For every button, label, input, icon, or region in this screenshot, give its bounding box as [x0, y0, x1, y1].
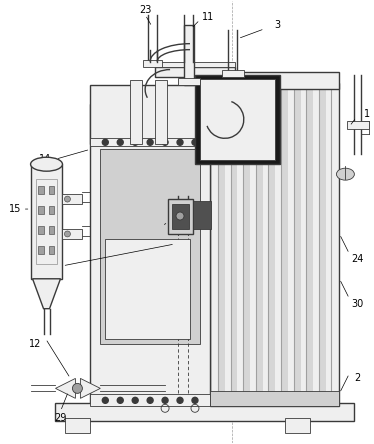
Bar: [105, 239, 190, 339]
Bar: [269, 90, 275, 401]
Circle shape: [132, 397, 138, 403]
Bar: [281, 90, 288, 401]
Bar: [155, 67, 235, 76]
Bar: [172, 204, 189, 229]
Bar: [193, 201, 211, 229]
Text: 24: 24: [351, 254, 364, 264]
Bar: [37, 226, 43, 234]
Bar: [143, 59, 162, 67]
Circle shape: [102, 139, 108, 145]
Bar: [210, 391, 340, 406]
Polygon shape: [80, 378, 100, 398]
Bar: [230, 90, 237, 401]
Text: 30: 30: [351, 299, 364, 309]
Bar: [37, 206, 43, 214]
Bar: [155, 79, 167, 144]
Text: 12: 12: [30, 338, 42, 349]
Circle shape: [64, 231, 70, 237]
Text: 29: 29: [54, 413, 67, 423]
Bar: [218, 90, 225, 401]
Bar: [243, 90, 250, 401]
Bar: [37, 246, 43, 254]
Bar: [195, 75, 280, 164]
Text: 5: 5: [155, 221, 161, 231]
Bar: [285, 418, 310, 433]
Bar: [178, 78, 200, 84]
Bar: [210, 83, 340, 406]
Text: 23: 23: [139, 5, 151, 15]
Bar: [210, 71, 340, 90]
Text: 11: 11: [202, 12, 214, 22]
Bar: [256, 90, 263, 401]
Text: 14: 14: [39, 154, 52, 164]
Bar: [55, 403, 355, 421]
Bar: [306, 90, 313, 401]
Polygon shape: [55, 378, 76, 398]
Bar: [91, 139, 210, 146]
Circle shape: [162, 397, 168, 403]
Bar: [49, 186, 55, 194]
Bar: [347, 121, 369, 129]
Bar: [155, 62, 235, 67]
Bar: [37, 186, 43, 194]
Bar: [91, 84, 210, 144]
Bar: [36, 179, 58, 264]
Bar: [49, 206, 55, 214]
Circle shape: [147, 397, 153, 403]
Text: 3: 3: [275, 20, 281, 30]
Circle shape: [177, 139, 183, 145]
Ellipse shape: [31, 157, 62, 171]
Bar: [62, 194, 82, 204]
Bar: [31, 164, 62, 279]
Bar: [91, 394, 210, 406]
Bar: [49, 246, 55, 254]
Ellipse shape: [337, 168, 355, 180]
Circle shape: [64, 196, 70, 202]
Circle shape: [117, 397, 123, 403]
Bar: [200, 79, 275, 160]
Text: 2: 2: [354, 373, 361, 384]
Text: 13: 13: [45, 264, 56, 274]
Bar: [62, 229, 82, 239]
Circle shape: [147, 139, 153, 145]
Bar: [130, 79, 142, 144]
Bar: [91, 104, 210, 403]
Circle shape: [177, 397, 183, 403]
Bar: [222, 70, 244, 76]
Text: 1: 1: [364, 109, 370, 119]
Bar: [294, 90, 301, 401]
Bar: [49, 226, 55, 234]
Circle shape: [132, 139, 138, 145]
Bar: [168, 199, 193, 234]
Bar: [319, 90, 326, 401]
Circle shape: [162, 139, 168, 145]
Text: 15: 15: [9, 204, 22, 214]
Circle shape: [73, 384, 82, 393]
Circle shape: [192, 397, 198, 403]
Circle shape: [102, 397, 108, 403]
Bar: [65, 418, 91, 433]
Circle shape: [117, 139, 123, 145]
Bar: [184, 25, 194, 84]
Bar: [100, 149, 200, 344]
Circle shape: [176, 212, 184, 220]
Circle shape: [192, 139, 198, 145]
Polygon shape: [33, 279, 61, 309]
